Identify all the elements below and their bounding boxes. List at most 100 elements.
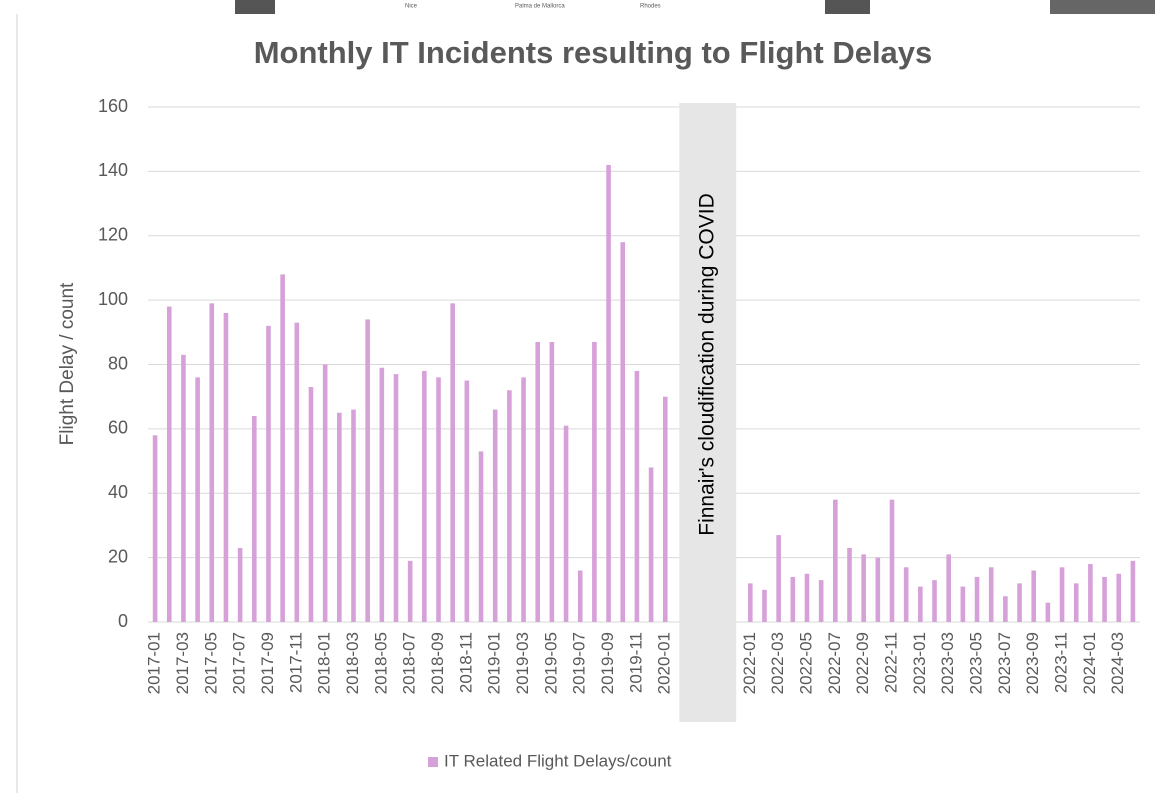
y-tick-label: 0 xyxy=(118,611,128,631)
annotation: Finnair's cloudification during COVID xyxy=(695,193,718,536)
y-axis-title: Flight Delay / count xyxy=(57,282,78,445)
y-tick-label: 80 xyxy=(108,353,128,373)
x-tick-label: 2024-03 xyxy=(1108,632,1127,694)
x-tick-label: 2019-07 xyxy=(570,632,589,694)
x-tick-label: 2019-05 xyxy=(541,632,560,694)
x-tick-label: 2018-07 xyxy=(400,632,419,694)
bar xyxy=(309,387,314,622)
legend-swatch xyxy=(428,757,438,767)
bar xyxy=(833,500,838,622)
y-tick-label: 40 xyxy=(108,482,128,502)
bar xyxy=(1060,567,1065,622)
x-tick-label: 2017-07 xyxy=(230,632,249,694)
bar xyxy=(663,397,668,622)
x-tick-label: 2023-03 xyxy=(938,632,957,694)
y-tick-label: 60 xyxy=(108,418,128,438)
x-tick-label: 2019-11 xyxy=(626,632,645,693)
bar xyxy=(649,468,654,623)
banner-text: Rhodes xyxy=(640,4,661,10)
x-tick-label: 2022-09 xyxy=(853,632,872,694)
bar xyxy=(351,410,356,622)
bar xyxy=(181,355,186,622)
bar xyxy=(961,587,966,622)
banner-image xyxy=(235,0,275,14)
bar xyxy=(323,365,328,623)
bar xyxy=(1116,574,1121,622)
bar xyxy=(1046,603,1051,622)
bar xyxy=(606,165,611,622)
bar xyxy=(1017,583,1022,622)
bar xyxy=(1003,596,1008,622)
bar xyxy=(365,319,370,622)
y-tick-label: 120 xyxy=(98,225,128,245)
bar xyxy=(535,342,540,622)
bar xyxy=(1088,564,1093,622)
bar xyxy=(408,561,413,622)
x-tick-label: 2018-09 xyxy=(428,632,447,694)
bar xyxy=(635,371,640,622)
banner-image xyxy=(825,0,870,14)
y-tick-label: 100 xyxy=(98,289,128,309)
bar xyxy=(195,377,200,622)
bar xyxy=(436,377,441,622)
bar xyxy=(167,307,172,622)
bar xyxy=(578,571,583,623)
x-tick-label: 2022-01 xyxy=(740,632,759,694)
bar xyxy=(904,567,909,622)
bar xyxy=(493,410,498,622)
x-tick-label: 2023-05 xyxy=(967,632,986,694)
bar xyxy=(776,535,781,622)
x-tick-label: 2023-01 xyxy=(910,632,929,694)
bar xyxy=(280,274,285,622)
bar xyxy=(394,374,399,622)
x-tick-label: 2018-03 xyxy=(343,632,362,694)
x-tick-label: 2023-07 xyxy=(995,632,1014,694)
x-tick-label: 2018-01 xyxy=(315,632,334,694)
x-tick-label: 2019-03 xyxy=(513,632,532,694)
bar xyxy=(762,590,767,622)
bar xyxy=(450,303,455,622)
x-tick-label: 2017-09 xyxy=(258,632,277,694)
bar xyxy=(918,587,923,622)
bar xyxy=(337,413,342,622)
banner-text: Palma de Mallorca xyxy=(515,4,565,10)
y-tick-label: 20 xyxy=(108,546,128,566)
bar xyxy=(748,583,753,622)
bar xyxy=(550,342,555,622)
bar xyxy=(564,426,569,622)
bar xyxy=(890,500,895,622)
bar xyxy=(1102,577,1107,622)
bar xyxy=(847,548,852,622)
x-tick-label: 2018-11 xyxy=(456,632,475,693)
x-tick-label: 2017-03 xyxy=(173,632,192,694)
bar xyxy=(1031,571,1036,623)
bar xyxy=(819,580,824,622)
bar xyxy=(592,342,597,622)
y-tick-label: 140 xyxy=(98,160,128,180)
bar xyxy=(224,313,229,622)
bar xyxy=(946,554,951,622)
y-tick-label: 160 xyxy=(98,96,128,116)
x-tick-label: 2024-01 xyxy=(1080,632,1099,694)
chart-title: Monthly IT Incidents resulting to Flight… xyxy=(254,35,933,70)
x-tick-label: 2017-05 xyxy=(201,632,220,694)
x-tick-label: 2017-11 xyxy=(286,632,305,693)
x-tick-label: 2022-11 xyxy=(881,632,900,693)
bar xyxy=(620,242,625,622)
x-tick-label: 2017-01 xyxy=(145,632,164,694)
page: Nice Palma de Mallorca Rhodes Monthly IT… xyxy=(0,0,1155,793)
x-tick-label: 2022-05 xyxy=(796,632,815,694)
bar xyxy=(422,371,427,622)
bar xyxy=(805,574,810,622)
x-tick-label: 2019-01 xyxy=(485,632,504,694)
bar xyxy=(975,577,980,622)
bar xyxy=(465,381,470,622)
bar xyxy=(1074,583,1079,622)
banner-image xyxy=(1050,0,1155,14)
x-tick-label: 2019-09 xyxy=(598,632,617,694)
x-tick-label: 2020-01 xyxy=(655,632,674,694)
bar xyxy=(295,323,300,622)
bar xyxy=(861,554,866,622)
bar xyxy=(252,416,257,622)
bar xyxy=(238,548,243,622)
